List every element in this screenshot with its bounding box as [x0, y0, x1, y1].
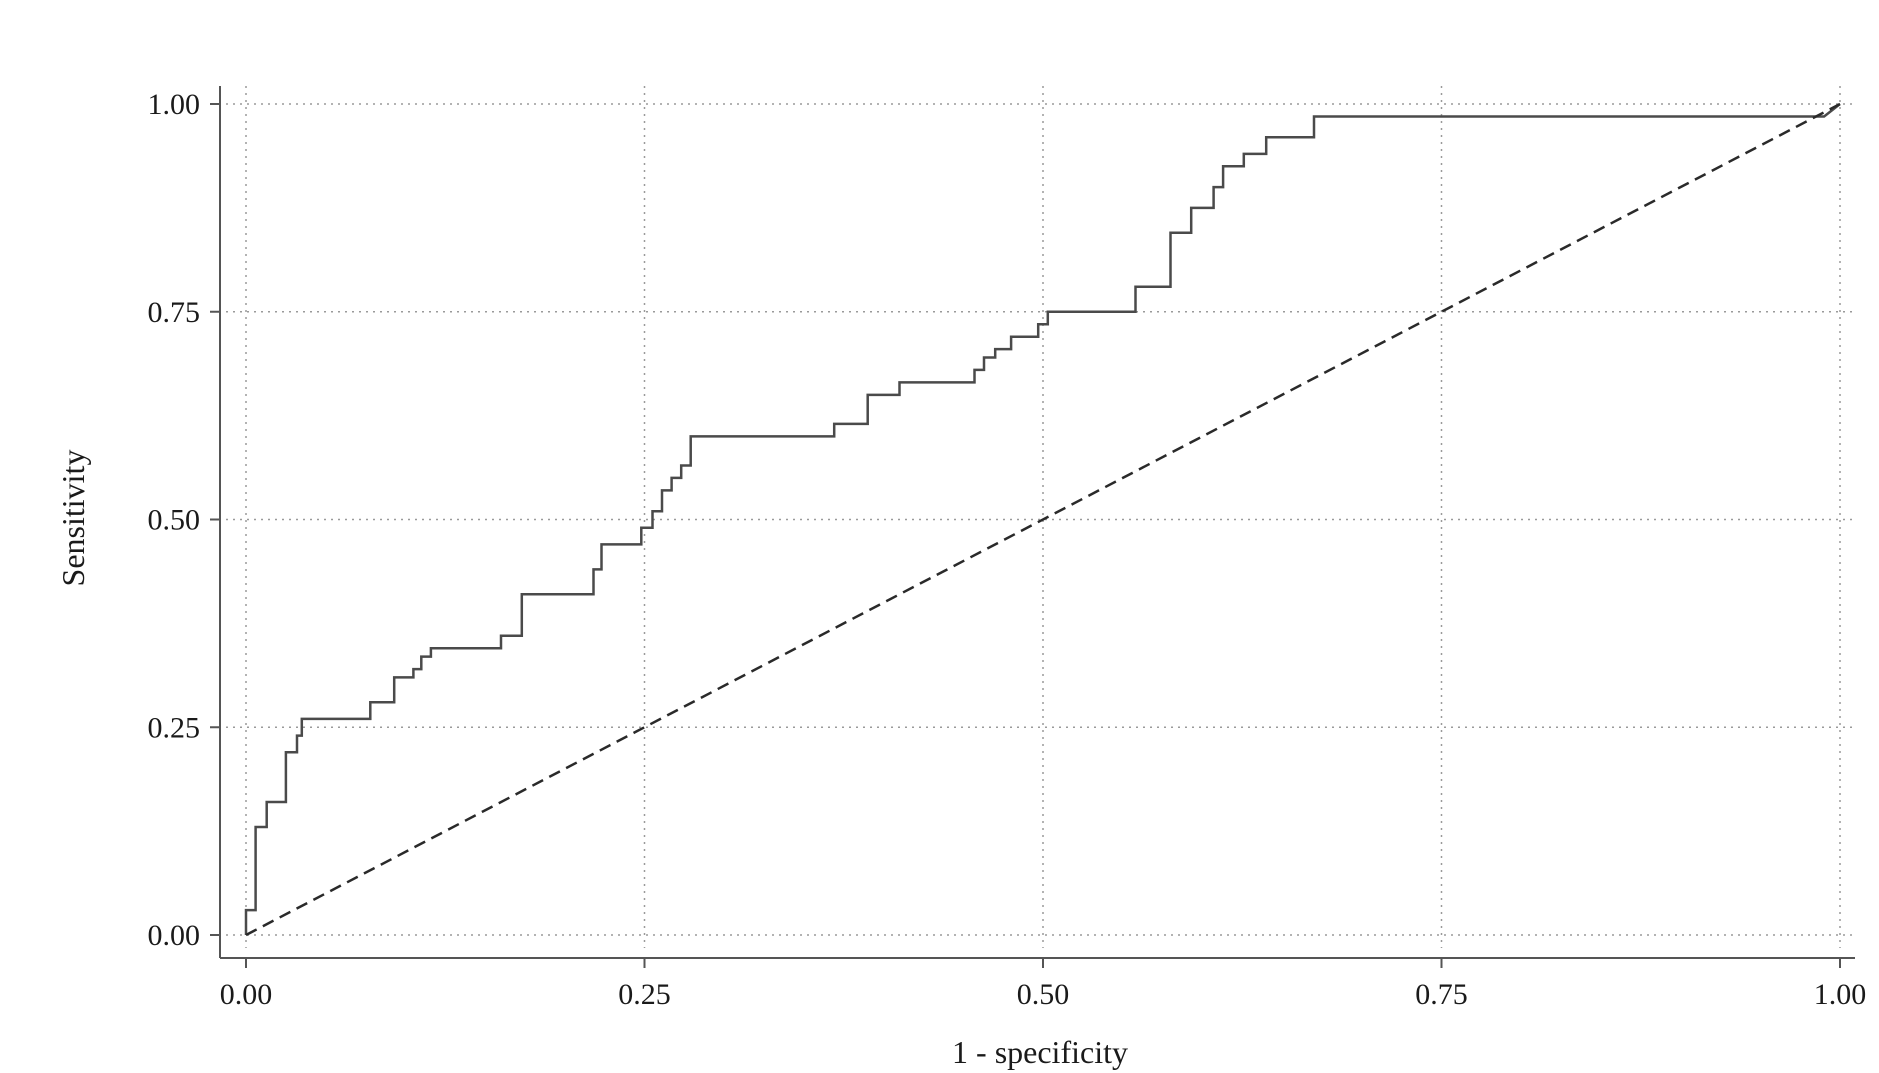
y-tick-label-4: 1.00 [148, 88, 201, 121]
axes [219, 86, 1855, 959]
x-tick-label-4: 1.00 [1814, 978, 1867, 1011]
reference-diagonal-line [245, 102, 1841, 937]
x-tick-label-1: 0.25 [618, 978, 671, 1011]
roc-curve [244, 103, 1841, 935]
y-tick-label-2: 0.50 [148, 504, 201, 537]
x-axis-label: 1 - specificity [952, 1034, 1128, 1070]
y-tick-label-0: 0.00 [148, 919, 201, 952]
series-layer [244, 102, 1841, 937]
x-tick-label-0: 0.00 [220, 978, 273, 1011]
y-tick-label-1: 0.25 [148, 711, 201, 744]
x-tick-label-2: 0.50 [1017, 978, 1070, 1011]
x-tick-label-3: 0.75 [1415, 978, 1468, 1011]
y-tick-label-3: 0.75 [148, 296, 201, 329]
y-axis-ticks: 0.00 0.25 0.50 0.75 1.00 [148, 88, 220, 952]
x-axis-ticks: 0.00 0.25 0.50 0.75 1.00 [220, 958, 1867, 1011]
y-axis-label: Sensitivity [55, 450, 91, 587]
